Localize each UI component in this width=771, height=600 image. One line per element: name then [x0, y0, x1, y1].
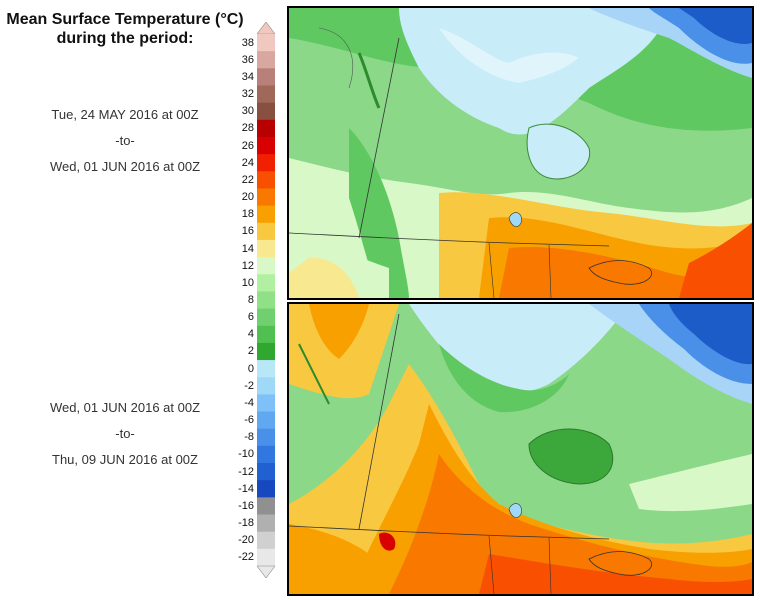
colorbar-tick-label: -14 [238, 482, 254, 495]
colorbar-segment [257, 342, 275, 361]
colorbar-segment [257, 154, 275, 172]
colorbar-tick-label: 6 [247, 311, 254, 324]
colorbar-tick-label: 36 [241, 53, 254, 66]
colorbar-tick-label: 38 [241, 36, 254, 49]
colorbar-segment [257, 377, 275, 395]
colorbar-tick-label: -10 [238, 448, 254, 461]
colorbar-tick-label: 2 [247, 345, 254, 358]
colorbar-tick-label: -4 [244, 396, 254, 409]
colorbar-segment [257, 68, 275, 86]
period-1-start: Tue, 24 MAY 2016 at 00Z [51, 107, 199, 122]
colorbar-bottom-arrow [257, 565, 275, 578]
colorbar-tick-label: -8 [244, 431, 254, 444]
title-line-2: during the period: [56, 30, 194, 47]
colorbar-tick-label: -18 [238, 517, 254, 530]
colorbar-tick-label: 18 [241, 208, 254, 221]
map-panel-period-2 [287, 302, 754, 596]
period-1-label: Tue, 24 MAY 2016 at 00Z -to- Wed, 01 JUN… [20, 102, 230, 180]
temperature-map-1 [289, 8, 752, 298]
title-line-1: Mean Surface Temperature (°C) [6, 11, 244, 28]
temperature-colorbar-legend: 38 36 34 32 30 28 26 24 22 20 18 16 14 12 10 8 6 4 2 0 -2 -4-… [231, 22, 281, 578]
colorbar-segment [257, 205, 275, 224]
colorbar-segment [257, 188, 275, 207]
colorbar-tick-label: 14 [241, 242, 254, 255]
colorbar-segment [257, 239, 275, 258]
colorbar-tick-label: 16 [241, 225, 254, 238]
colorbar-tick-label: 28 [241, 122, 254, 135]
colorbar-segment [257, 171, 275, 189]
period-1-separator: -to- [115, 133, 135, 148]
colorbar-segment [257, 257, 275, 275]
colorbar-tick-label: 30 [241, 105, 254, 118]
temperature-map-2 [289, 304, 752, 594]
period-2-start: Wed, 01 JUN 2016 at 00Z [49, 400, 201, 415]
colorbar-tick-label: -6 [244, 414, 254, 427]
colorbar-segment [257, 119, 275, 138]
colorbar-tick-label: 32 [241, 88, 254, 101]
colorbar-tick-label: -12 [238, 465, 254, 478]
colorbar-tick-label: -2 [244, 379, 254, 392]
colorbar-segment [257, 463, 275, 481]
colorbar-segment [257, 274, 275, 292]
colorbar-top-arrow [257, 22, 275, 35]
period-2-label: Wed, 01 JUN 2016 at 00Z -to- Thu, 09 JUN… [20, 395, 230, 473]
map-title: Mean Surface Temperature (°C) during the… [0, 10, 250, 48]
colorbar-segment [257, 34, 275, 52]
colorbar-tick-label: 12 [241, 259, 254, 272]
colorbar-segment [257, 136, 275, 155]
period-2-end: Thu, 09 JUN 2016 at 00Z [52, 452, 198, 467]
colorbar-tick-label: 0 [247, 362, 254, 375]
colorbar-tick-label: 8 [247, 294, 254, 306]
colorbar-segment [257, 548, 275, 567]
colorbar-tick-label: -16 [238, 499, 254, 512]
colorbar-segment [257, 411, 275, 430]
colorbar-tick-label: 10 [241, 276, 254, 289]
colorbar-tick-label: 26 [241, 139, 254, 152]
colorbar-segment [257, 360, 275, 378]
colorbar-tick-label: 34 [241, 70, 254, 83]
colorbar-segment [257, 325, 275, 344]
colorbar-segment [257, 308, 275, 327]
colorbar-segment [257, 102, 275, 121]
colorbar-segment [257, 291, 275, 310]
colorbar-segment [257, 85, 275, 104]
period-1-end: Wed, 01 JUN 2016 at 00Z [49, 159, 201, 174]
map-panel-period-1 [287, 6, 754, 300]
period-2-separator: -to- [115, 426, 135, 441]
colorbar-segment [257, 445, 275, 464]
colorbar-tick-label: -22 [238, 551, 254, 564]
colorbar-tick-label: 24 [241, 156, 254, 169]
colorbar-segment [257, 514, 275, 533]
colorbar-segment [257, 394, 275, 413]
colorbar [257, 22, 275, 578]
colorbar-segment [257, 51, 275, 69]
colorbar-tick-label: -20 [238, 534, 254, 547]
colorbar-segment [257, 222, 275, 241]
colorbar-segment [257, 480, 275, 498]
colorbar-tick-label: 4 [247, 328, 254, 341]
colorbar-segment [257, 428, 275, 447]
colorbar-segment [257, 497, 275, 516]
colorbar-tick-label: 22 [241, 173, 254, 186]
colorbar-segment [257, 531, 275, 550]
colorbar-tick-label: 20 [241, 191, 254, 204]
